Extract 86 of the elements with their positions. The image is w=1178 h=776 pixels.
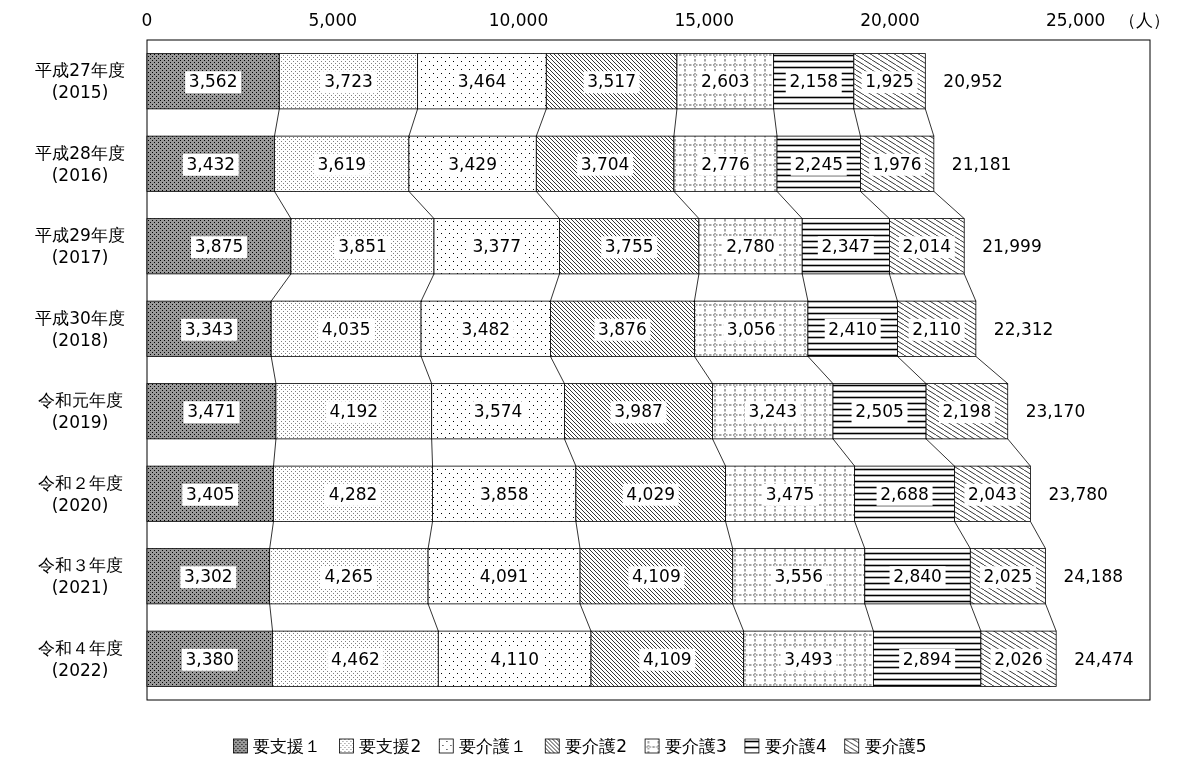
data-label: 3,619 [317,153,367,174]
data-label: 2,776 [701,153,750,174]
data-label: 2,025 [983,566,1033,587]
data-label: 3,380 [185,648,235,669]
data-label: 4,110 [490,648,539,669]
data-label: 3,562 [188,71,238,92]
data-label: 3,858 [479,483,529,504]
y-tick-label: 平成28年度 (2016) [35,142,125,185]
legend-label: 要介護4 [764,736,827,756]
xticks.3: 15,000 [674,10,734,30]
total-label: 22,312 [993,318,1054,339]
data-label: 4,035 [321,318,371,339]
y-tick-label: 令和３年度 (2021) [37,555,123,598]
data-label: 4,109 [642,648,692,669]
legend-label: 要介護5 [864,736,927,756]
data-label: 2,840 [893,566,942,587]
data-label: 4,109 [632,566,681,587]
data-label: 3,429 [448,153,497,174]
data-label: 3,302 [184,566,233,587]
data-label: 2,014 [902,236,952,257]
data-label: 1,925 [865,71,914,92]
data-label: 3,875 [194,236,244,257]
xticks.2: 10,000 [488,10,549,30]
data-label: 3,574 [473,401,523,422]
legend-label: 要介護１ [459,736,528,756]
data-label: 3,432 [186,153,236,174]
data-label: 4,192 [329,401,379,422]
data-label: 3,377 [472,236,522,257]
y-tick-label: 平成30年度 (2018) [35,307,125,350]
data-label: 2,026 [994,648,1043,669]
total-label: 24,188 [1063,566,1124,587]
data-label: 3,405 [185,483,235,504]
data-label: 3,556 [774,566,824,587]
data-label: 3,704 [580,153,630,174]
data-label: 3,056 [726,318,776,339]
data-label: 4,029 [626,483,676,504]
data-label: 3,851 [338,236,387,257]
total-label: 23,170 [1025,401,1086,422]
total-label: 23,780 [1048,483,1108,504]
xticks.0: 0 [141,10,153,30]
data-label: 4,462 [331,648,380,669]
data-label: 3,471 [187,401,236,422]
data-label: 2,603 [700,71,750,92]
data-label: 2,245 [794,153,844,174]
data-label: 2,505 [855,401,904,422]
total-label: 20,952 [943,71,1003,92]
legend-label: 要支援１ [253,736,322,756]
y-tick-label: 平成27年度 (2015) [35,60,125,103]
data-label: 2,347 [821,236,871,257]
data-label: 3,482 [461,318,511,339]
data-label: 3,987 [614,401,663,422]
data-label: 3,493 [784,648,833,669]
data-label: 3,517 [587,71,636,92]
data-label: 1,976 [872,153,922,174]
y-tick-label: 令和２年度 (2020) [37,472,123,515]
data-label: 3,243 [748,401,798,422]
data-label: 3,343 [184,318,234,339]
x-axis-title: （人） [1118,10,1170,30]
xticks.1: 5,000 [308,10,358,30]
xticks.4: 20,000 [860,10,920,30]
data-label: 2,043 [968,483,1017,504]
data-label: 4,265 [324,566,374,587]
total-label: 24,474 [1074,648,1134,669]
y-tick-label: 令和元年度 (2019) [37,390,123,433]
data-label: 2,198 [942,401,992,422]
data-label: 3,723 [324,71,373,92]
y-tick-label: 平成29年度 (2017) [35,225,125,268]
y-tick-label: 令和４年度 (2022) [37,637,123,680]
data-label: 3,876 [598,318,647,339]
legend-label: 要介護3 [665,736,727,756]
legend-label: 要支援2 [359,736,422,756]
data-label: 3,464 [457,71,507,92]
legend-label: 要介護2 [565,736,628,756]
data-label: 2,110 [912,318,961,339]
data-label: 3,755 [604,236,654,257]
data-label: 2,688 [880,483,929,504]
data-label: 2,780 [726,236,775,257]
data-label: 3,475 [765,483,815,504]
data-label: 2,158 [789,71,839,92]
total-label: 21,999 [982,236,1042,257]
data-label: 2,410 [828,318,878,339]
total-label: 21,181 [951,153,1012,174]
data-label: 4,091 [479,566,529,587]
xticks.5: 25,000 [1045,10,1106,30]
data-label: 2,894 [902,648,952,669]
data-label: 4,282 [328,483,378,504]
